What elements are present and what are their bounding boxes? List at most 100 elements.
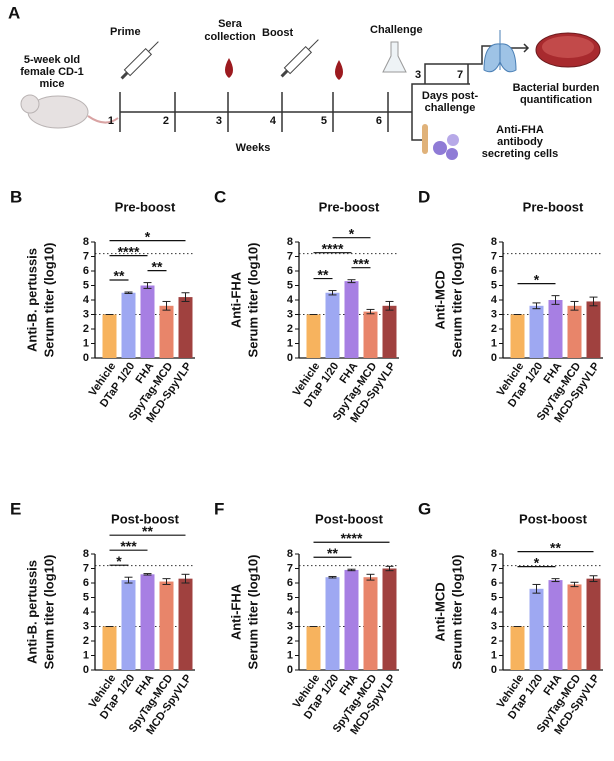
bar xyxy=(344,569,359,670)
y-tick-label: 4 xyxy=(83,294,90,306)
bar xyxy=(344,281,359,358)
y-axis-label: Serum titer (log10) xyxy=(41,243,56,358)
label: Prime xyxy=(110,26,141,38)
bar xyxy=(140,285,155,358)
bar xyxy=(567,305,582,358)
bar xyxy=(325,292,340,358)
error-bar xyxy=(328,290,337,296)
panel: E Post-boost Anti-B. pertussis Serum titer … xyxy=(10,499,195,737)
week-label: 6 xyxy=(376,115,382,127)
chart-title: Post-boost xyxy=(315,511,384,526)
y-axis-label: Anti-B. pertussis xyxy=(24,248,39,352)
label: female CD-1 xyxy=(20,66,84,78)
significance-label: * xyxy=(116,553,122,569)
y-axis-label: Anti-B. pertussis xyxy=(24,560,39,664)
bar xyxy=(102,626,117,670)
error-bar xyxy=(589,575,598,583)
label: Boost xyxy=(262,27,294,39)
y-tick-label: 4 xyxy=(287,606,294,618)
y-tick-label: 1 xyxy=(83,337,89,349)
significance-label: *** xyxy=(120,538,137,554)
significance-label: * xyxy=(349,225,355,241)
y-tick-label: 3 xyxy=(491,620,497,632)
panel-letter: D xyxy=(418,187,430,206)
bar xyxy=(102,314,117,358)
cell-icon xyxy=(446,148,458,160)
panel: F Post-boost Anti-FHA Serum titer (log10) 0 1… xyxy=(214,499,399,737)
chart-title: Pre-boost xyxy=(115,199,176,214)
timeline-ticks xyxy=(119,92,389,132)
y-tick-label: 1 xyxy=(83,649,89,661)
y-tick-label: 7 xyxy=(287,562,293,574)
significance-label: ** xyxy=(142,523,153,539)
error-bar xyxy=(570,300,579,311)
bone-icon xyxy=(422,124,428,154)
bar xyxy=(529,588,544,670)
bar xyxy=(140,574,155,670)
bar xyxy=(382,305,397,358)
panel: G Post-boost Anti-MCD Serum titer (log10) 0 1… xyxy=(418,499,603,737)
y-tick-label: 0 xyxy=(287,664,293,676)
y-tick-label: 4 xyxy=(491,294,498,306)
error-bar xyxy=(366,573,375,581)
bar xyxy=(363,311,378,358)
y-tick-label: 6 xyxy=(491,577,497,589)
error-bar xyxy=(328,575,337,579)
error-bar xyxy=(551,295,560,305)
bar xyxy=(363,577,378,670)
y-tick-label: 4 xyxy=(491,606,498,618)
cell-icon xyxy=(433,141,447,155)
panel-letter: F xyxy=(214,499,224,518)
y-tick-label: 0 xyxy=(83,664,89,676)
y-tick-label: 0 xyxy=(83,352,89,364)
error-bar xyxy=(162,578,171,585)
week-label: 5 xyxy=(321,115,327,127)
blood-drop xyxy=(335,60,343,80)
bar xyxy=(159,305,174,358)
error-bar xyxy=(181,292,190,302)
bar xyxy=(325,577,340,670)
panel-letter: E xyxy=(10,499,21,518)
bar xyxy=(548,300,563,358)
bar xyxy=(567,584,582,670)
bar xyxy=(306,626,321,670)
significance-label: * xyxy=(534,554,540,570)
y-tick-label: 5 xyxy=(83,591,89,603)
y-tick-label: 2 xyxy=(83,635,89,647)
error-bar xyxy=(347,568,356,572)
y-tick-label: 8 xyxy=(287,548,293,560)
bar xyxy=(529,305,544,358)
error-bar xyxy=(551,578,560,583)
y-tick-label: 4 xyxy=(287,294,294,306)
y-tick-label: 2 xyxy=(83,323,89,335)
bar xyxy=(586,301,601,358)
y-tick-label: 2 xyxy=(491,323,497,335)
chart-title: Pre-boost xyxy=(319,199,380,214)
y-tick-label: 5 xyxy=(491,279,497,291)
y-tick-label: 8 xyxy=(83,548,89,560)
y-tick-label: 7 xyxy=(83,562,89,574)
significance-label: ** xyxy=(550,539,561,555)
panel-letter: C xyxy=(214,187,226,206)
error-bar xyxy=(366,308,375,315)
y-tick-label: 5 xyxy=(491,591,497,603)
bar xyxy=(510,626,525,670)
y-tick-label: 6 xyxy=(491,265,497,277)
bar xyxy=(510,314,525,358)
cell-icon xyxy=(447,134,459,146)
error-bar xyxy=(181,573,190,584)
y-tick-label: 5 xyxy=(287,279,293,291)
schematic: A Prime Sera collection Boost Challenge … xyxy=(8,3,601,160)
y-axis-label: Serum titer (log10) xyxy=(245,243,260,358)
y-tick-label: 8 xyxy=(491,236,497,248)
y-tick-label: 3 xyxy=(83,308,89,320)
mouse-head xyxy=(20,94,40,114)
error-bar xyxy=(347,279,356,284)
panel: C Pre-boost Anti-FHA Serum titer (log10) 0 1 2… xyxy=(214,187,399,425)
y-tick-label: 7 xyxy=(83,250,89,262)
significance-label: **** xyxy=(341,530,363,546)
panel-letter: B xyxy=(10,187,22,206)
bar xyxy=(586,578,601,670)
arrow xyxy=(510,43,530,53)
y-tick-label: 8 xyxy=(287,236,293,248)
